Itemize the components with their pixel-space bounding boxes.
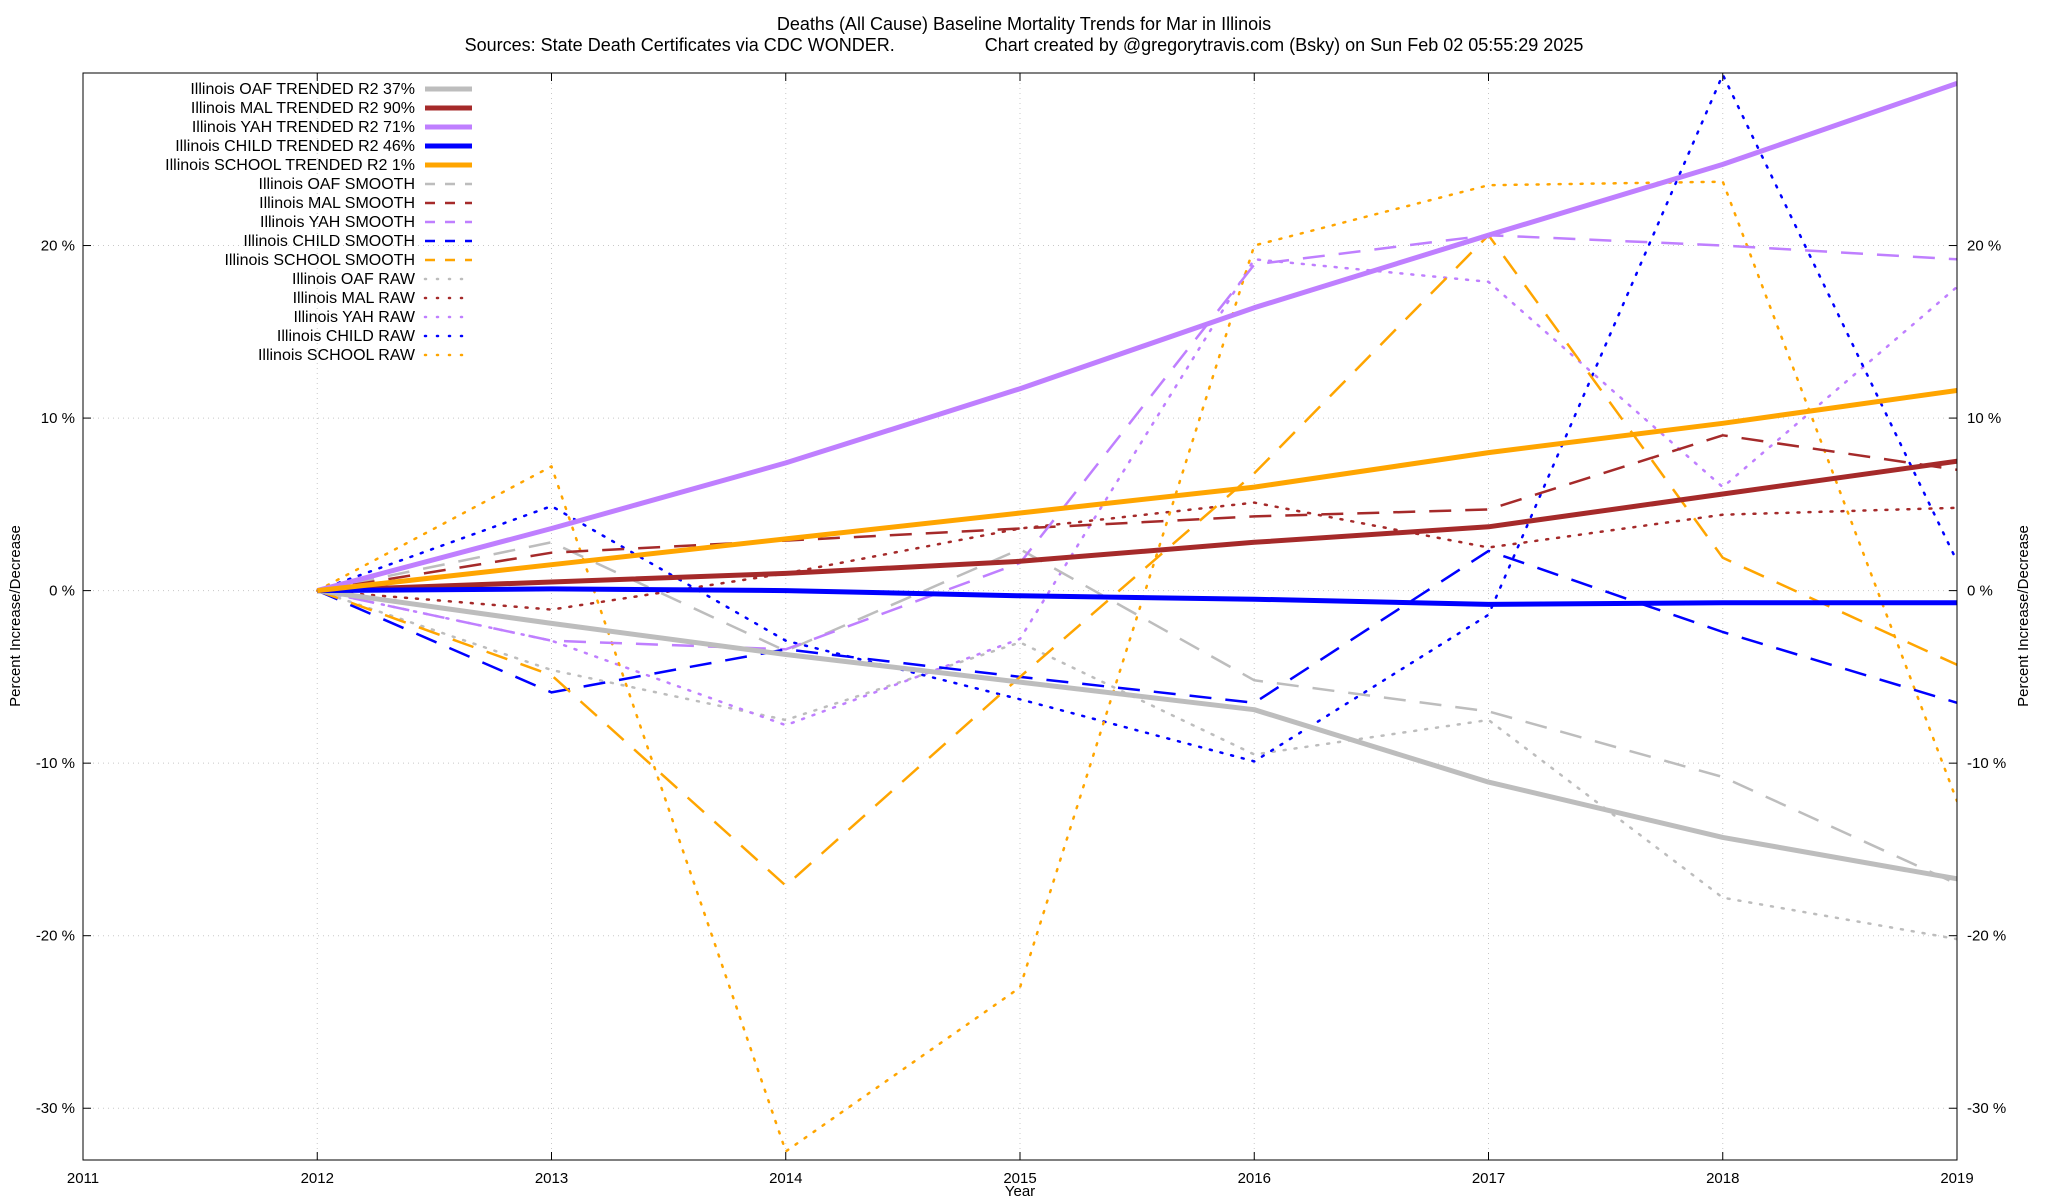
legend: Illinois OAF TRENDED R2 37% Illinois MAL … <box>165 81 474 364</box>
y-tick-label-right: 10 % <box>1967 410 2001 427</box>
legend-label: Illinois YAH SMOOTH <box>260 214 415 231</box>
y-tick-label-left: -10 % <box>36 755 75 772</box>
legend-label: Illinois YAH RAW <box>293 309 415 326</box>
series-line-illinois-school-raw <box>316 180 1957 1153</box>
y-tick-label-right: -30 % <box>1967 1100 2006 1117</box>
legend-label: Illinois MAL RAW <box>293 290 416 307</box>
legend-label: Illinois MAL SMOOTH <box>259 195 415 212</box>
grid-lines <box>83 73 1957 1160</box>
y-tick-label-left: -30 % <box>36 1100 75 1117</box>
x-tick-label: 2014 <box>769 1170 802 1187</box>
x-tick-label: 2018 <box>1706 1170 1739 1187</box>
legend-label: Illinois OAF RAW <box>292 271 416 288</box>
series-line-illinois-school-smooth <box>316 233 1957 887</box>
series-line-illinois-mal-smooth <box>317 434 1957 592</box>
series-line-illinois-oaf-smooth <box>317 541 1957 886</box>
legend-label: Illinois CHILD TRENDED R2 46% <box>175 138 415 155</box>
series-line-illinois-yah-smooth <box>317 233 1957 651</box>
series-line-illinois-yah-trended-r2-71 <box>316 81 1957 594</box>
x-tick-label: 2015 <box>1003 1170 1036 1187</box>
series-line-illinois-oaf-raw <box>316 589 1957 941</box>
legend-label: Illinois OAF SMOOTH <box>259 176 415 193</box>
chart-subtitle: Sources: State Death Certificates via CD… <box>0 35 2048 56</box>
x-tick-label: 2017 <box>1472 1170 1505 1187</box>
series-line-illinois-child-smooth <box>316 549 1957 705</box>
series-line-illinois-school-trended-r2-1 <box>317 388 1957 594</box>
x-axis-label: Year <box>1005 1183 1035 1200</box>
legend-label: Illinois SCHOOL TRENDED R2 1% <box>165 157 415 174</box>
series-line-illinois-yah-raw <box>316 258 1957 727</box>
series-line-illinois-child-trended-r2-46 <box>317 586 1957 607</box>
series-lines <box>316 73 1957 1153</box>
series-line-illinois-mal-trended-r2-90 <box>317 458 1957 594</box>
legend-label: Illinois MAL TRENDED R2 90% <box>191 100 415 117</box>
chart-subtitle-source: Sources: State Death Certificates via CD… <box>464 35 895 55</box>
x-tick-label: 2019 <box>1940 1170 1973 1187</box>
x-tick-label: 2011 <box>67 1170 99 1187</box>
series-line-illinois-oaf-trended-r2-37 <box>316 588 1957 882</box>
legend-label: Illinois SCHOOL SMOOTH <box>224 252 415 269</box>
legend-label: Illinois CHILD RAW <box>277 328 416 345</box>
y-tick-label-right: -20 % <box>1967 928 2006 945</box>
legend-label: Illinois YAH TRENDED R2 71% <box>192 119 415 136</box>
y-tick-label-right: 20 % <box>1967 238 2001 255</box>
x-tick-label: 2012 <box>301 1170 334 1187</box>
y-tick-label-left: 20 % <box>41 238 75 255</box>
legend-label: Illinois OAF TRENDED R2 37% <box>190 81 415 98</box>
x-tick-label: 2013 <box>535 1170 568 1187</box>
legend-label: Illinois SCHOOL RAW <box>258 347 416 364</box>
chart-title: Deaths (All Cause) Baseline Mortality Tr… <box>776 14 1272 34</box>
series-line-illinois-child-raw <box>316 73 1957 763</box>
chart-subtitle-credit: Chart created by @gregorytravis.com (Bsk… <box>984 35 1584 55</box>
y-axis-label-left: Percent Increase/Decrease <box>7 525 24 707</box>
y-axis-label-right: Percent Increase/Decrease <box>2015 525 2032 707</box>
axes-ticks: 2011 2012 2013 2014 2015 2016 2017 2018 2019 -30 … <box>36 73 2006 1187</box>
y-tick-label-right: -10 % <box>1967 755 2006 772</box>
x-tick-label: 2016 <box>1238 1170 1271 1187</box>
y-tick-label-right: 0 % <box>1967 583 1993 600</box>
y-tick-label-left: 0 % <box>49 583 75 600</box>
y-tick-label-left: -20 % <box>36 928 75 945</box>
series-line-illinois-mal-raw <box>316 501 1957 611</box>
y-tick-label-left: 10 % <box>41 410 75 427</box>
legend-label: Illinois CHILD SMOOTH <box>243 233 415 250</box>
